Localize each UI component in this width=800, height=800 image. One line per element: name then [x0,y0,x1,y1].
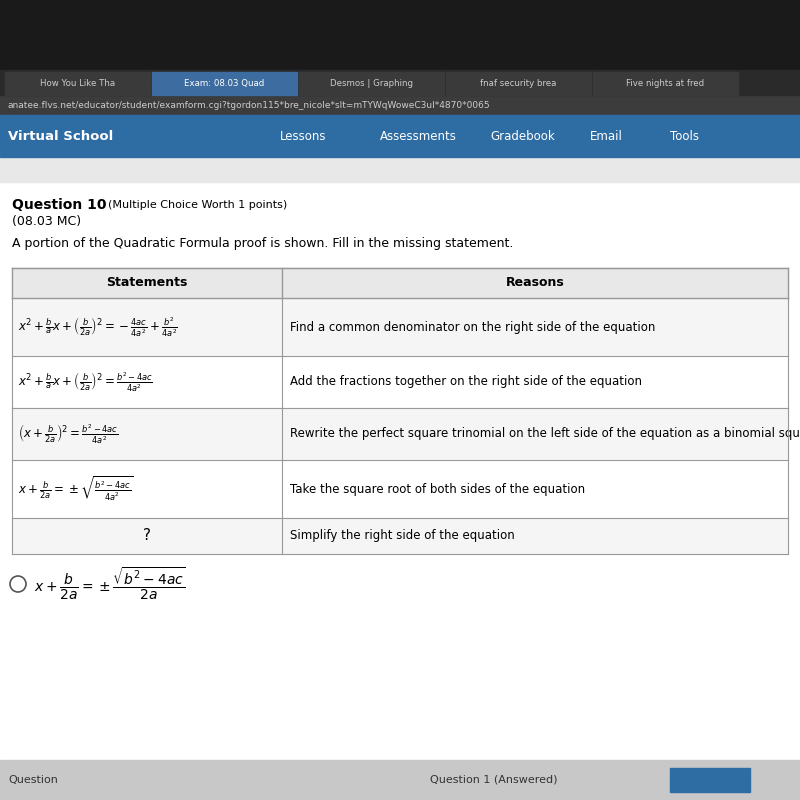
Text: Take the square root of both sides of the equation: Take the square root of both sides of th… [290,482,585,495]
Text: Simplify the right side of the equation: Simplify the right side of the equation [290,530,514,542]
Bar [152,72,297,95]
Text: Reasons: Reasons [506,277,564,290]
Text: $\left(x +\frac{b}{2a}\right)^2 = \frac{b^2-4ac}{4a^2}$: $\left(x +\frac{b}{2a}\right)^2 = \frac{… [18,422,118,446]
Bar [12,356,788,408]
Text: How You Like Tha: How You Like Tha [40,79,115,88]
Text: $x^2 +\frac{b}{a}x +\left(\frac{b}{2a}\right)^2 = -\frac{4ac}{4a^2}+\frac{b^2}{4: $x^2 +\frac{b}{a}x +\left(\frac{b}{2a}\r… [18,315,178,338]
Text: Exam: 08.03 Quad: Exam: 08.03 Quad [184,79,265,88]
Bar [12,460,788,518]
Text: Question 1 (Answered): Question 1 (Answered) [430,775,558,785]
Text: Question 10: Question 10 [12,198,106,212]
Text: Assessments: Assessments [380,130,457,142]
Bar [0,0,800,95]
Text: Lessons: Lessons [280,130,326,142]
Text: $x +\frac{b}{2a} = \pm\sqrt{\frac{b^2-4ac}{4a^2}}$: $x +\frac{b}{2a} = \pm\sqrt{\frac{b^2-4a… [18,474,134,503]
Text: Question: Question [8,775,58,785]
Text: A portion of the Quadratic Formula proof is shown. Fill in the missing statement: A portion of the Quadratic Formula proof… [12,238,514,250]
Bar [0,115,800,157]
Text: Email: Email [590,130,623,142]
Bar [0,95,800,115]
Text: Tools: Tools [670,130,699,142]
Bar [670,768,750,792]
Bar [12,268,788,298]
Bar [446,72,591,95]
Text: ?: ? [143,529,151,543]
Text: Desmos | Graphing: Desmos | Graphing [330,79,413,88]
Bar [0,760,800,800]
Text: (08.03 MC): (08.03 MC) [12,215,81,229]
Bar [12,298,788,356]
Text: Statements: Statements [106,277,188,290]
Text: $x + \dfrac{b}{2a} = \pm\dfrac{\sqrt{b^2-4ac}}{2a}$: $x + \dfrac{b}{2a} = \pm\dfrac{\sqrt{b^2… [34,566,186,602]
Text: fnaf security brea: fnaf security brea [480,79,557,88]
Bar [5,72,150,95]
Bar [12,408,788,460]
Text: $x^2 +\frac{b}{a}x +\left(\frac{b}{2a}\right)^2 = \frac{b^2-4ac}{4a^2}$: $x^2 +\frac{b}{a}x +\left(\frac{b}{2a}\r… [18,370,153,394]
Text: (Multiple Choice Worth 1 points): (Multiple Choice Worth 1 points) [108,200,287,210]
Bar [0,182,800,800]
Text: Five nights at fred: Five nights at fred [626,79,705,88]
Text: anatee.flvs.net/educator/student/examform.cgi?tgordon115*bre_nicole*slt=mTYWqWow: anatee.flvs.net/educator/student/examfor… [8,101,490,110]
Bar [299,72,444,95]
Bar [0,157,800,182]
Text: Rewrite the perfect square trinomial on the left side of the equation as a binom: Rewrite the perfect square trinomial on … [290,427,800,441]
Text: Add the fractions together on the right side of the equation: Add the fractions together on the right … [290,375,642,389]
Bar [12,518,788,554]
Text: Gradebook: Gradebook [490,130,554,142]
Bar [0,70,800,95]
Circle shape [10,576,26,592]
Text: Virtual School: Virtual School [8,130,114,142]
Text: Find a common denominator on the right side of the equation: Find a common denominator on the right s… [290,321,655,334]
Bar [593,72,738,95]
